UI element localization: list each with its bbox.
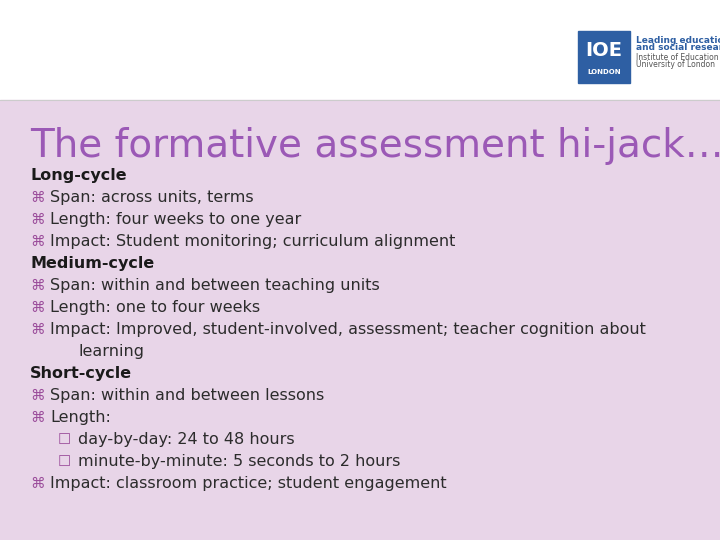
Text: ⌘: ⌘ (30, 300, 45, 315)
Text: The formative assessment hi-jack…: The formative assessment hi-jack… (30, 127, 720, 165)
Text: Length:: Length: (50, 410, 111, 425)
Text: Long-cycle: Long-cycle (30, 168, 127, 183)
Text: Span: within and between teaching units: Span: within and between teaching units (50, 278, 379, 293)
Text: Leading education: Leading education (636, 36, 720, 45)
Text: Span: across units, terms: Span: across units, terms (50, 190, 253, 205)
Text: Institute of Education: Institute of Education (636, 52, 719, 62)
Text: ⌘: ⌘ (30, 212, 45, 227)
Text: learning: learning (78, 344, 144, 359)
Text: ☐: ☐ (58, 432, 71, 447)
Text: LONDON: LONDON (588, 69, 621, 75)
Text: ☐: ☐ (58, 454, 71, 469)
Text: and social research: and social research (636, 43, 720, 52)
Text: ⌘: ⌘ (30, 388, 45, 403)
Bar (578, 31, 630, 83)
Text: Length: four weeks to one year: Length: four weeks to one year (50, 212, 301, 227)
Text: Short-cycle: Short-cycle (30, 366, 132, 381)
Text: ⌘: ⌘ (30, 476, 45, 491)
Text: Impact: Improved, student-involved, assessment; teacher cognition about: Impact: Improved, student-involved, asse… (50, 322, 646, 337)
Text: Span: within and between lessons: Span: within and between lessons (50, 388, 324, 403)
Bar (0, 100, 720, 540)
Bar (0, 0, 720, 100)
Text: Impact: Student monitoring; curriculum alignment: Impact: Student monitoring; curriculum a… (50, 234, 455, 249)
Text: ⌘: ⌘ (30, 410, 45, 425)
Text: ⌘: ⌘ (30, 322, 45, 337)
Text: day-by-day: 24 to 48 hours: day-by-day: 24 to 48 hours (78, 432, 294, 447)
Text: minute-by-minute: 5 seconds to 2 hours: minute-by-minute: 5 seconds to 2 hours (78, 454, 400, 469)
Text: IOE: IOE (585, 41, 623, 60)
Text: University of London: University of London (636, 60, 715, 69)
Text: ⌘: ⌘ (30, 278, 45, 293)
Text: ⌘: ⌘ (30, 190, 45, 205)
Text: ⌘: ⌘ (30, 234, 45, 249)
Text: Medium-cycle: Medium-cycle (30, 256, 154, 271)
Text: Length: one to four weeks: Length: one to four weeks (50, 300, 260, 315)
Text: Impact: classroom practice; student engagement: Impact: classroom practice; student enga… (50, 476, 446, 491)
